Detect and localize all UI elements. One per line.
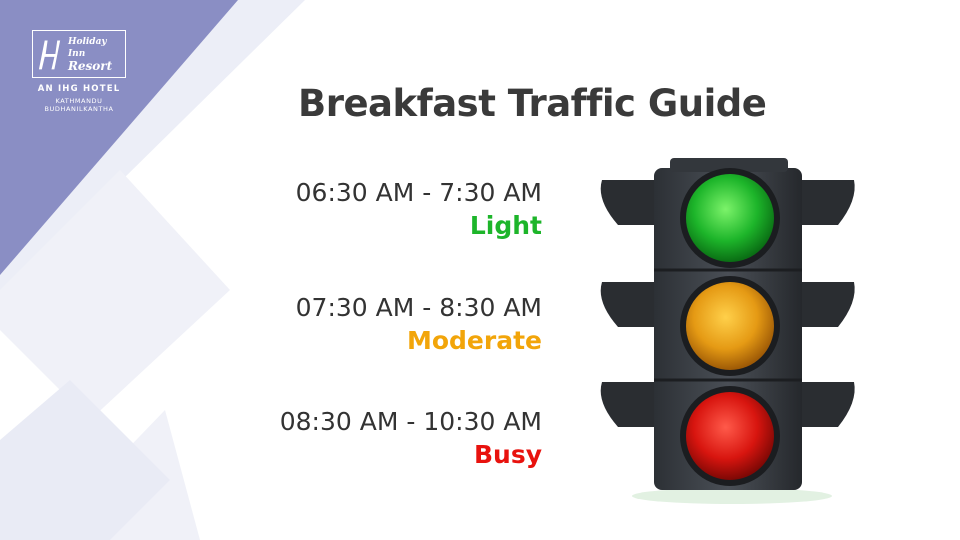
time-range: 06:30 AM - 7:30 AM (295, 178, 542, 207)
traffic-light-illustration (600, 158, 855, 504)
logo-text-resort: Resort (67, 59, 113, 73)
traffic-level: Busy (473, 440, 542, 469)
traffic-level: Moderate (406, 326, 542, 355)
time-slot-light: 06:30 AM - 7:30 AM Light (296, 176, 542, 242)
page-title: Breakfast Traffic Guide (298, 82, 767, 125)
traffic-level: Light (469, 211, 542, 240)
holiday-inn-logo: Holiday Inn Resort (32, 30, 126, 78)
location-area: BUDHANILKANTHA (44, 105, 114, 113)
time-range: 08:30 AM - 10:30 AM (279, 407, 542, 436)
ihg-tagline: AN IHG HOTEL (37, 84, 121, 94)
time-slot-moderate: 07:30 AM - 8:30 AM Moderate (296, 291, 542, 357)
h-logo-icon (38, 40, 61, 70)
logo-text-holiday-inn: Holiday Inn (67, 37, 107, 59)
time-range: 07:30 AM - 8:30 AM (295, 293, 542, 322)
time-slot-busy: 08:30 AM - 10:30 AM Busy (280, 405, 542, 471)
location-city: KATHMANDU (55, 97, 103, 105)
